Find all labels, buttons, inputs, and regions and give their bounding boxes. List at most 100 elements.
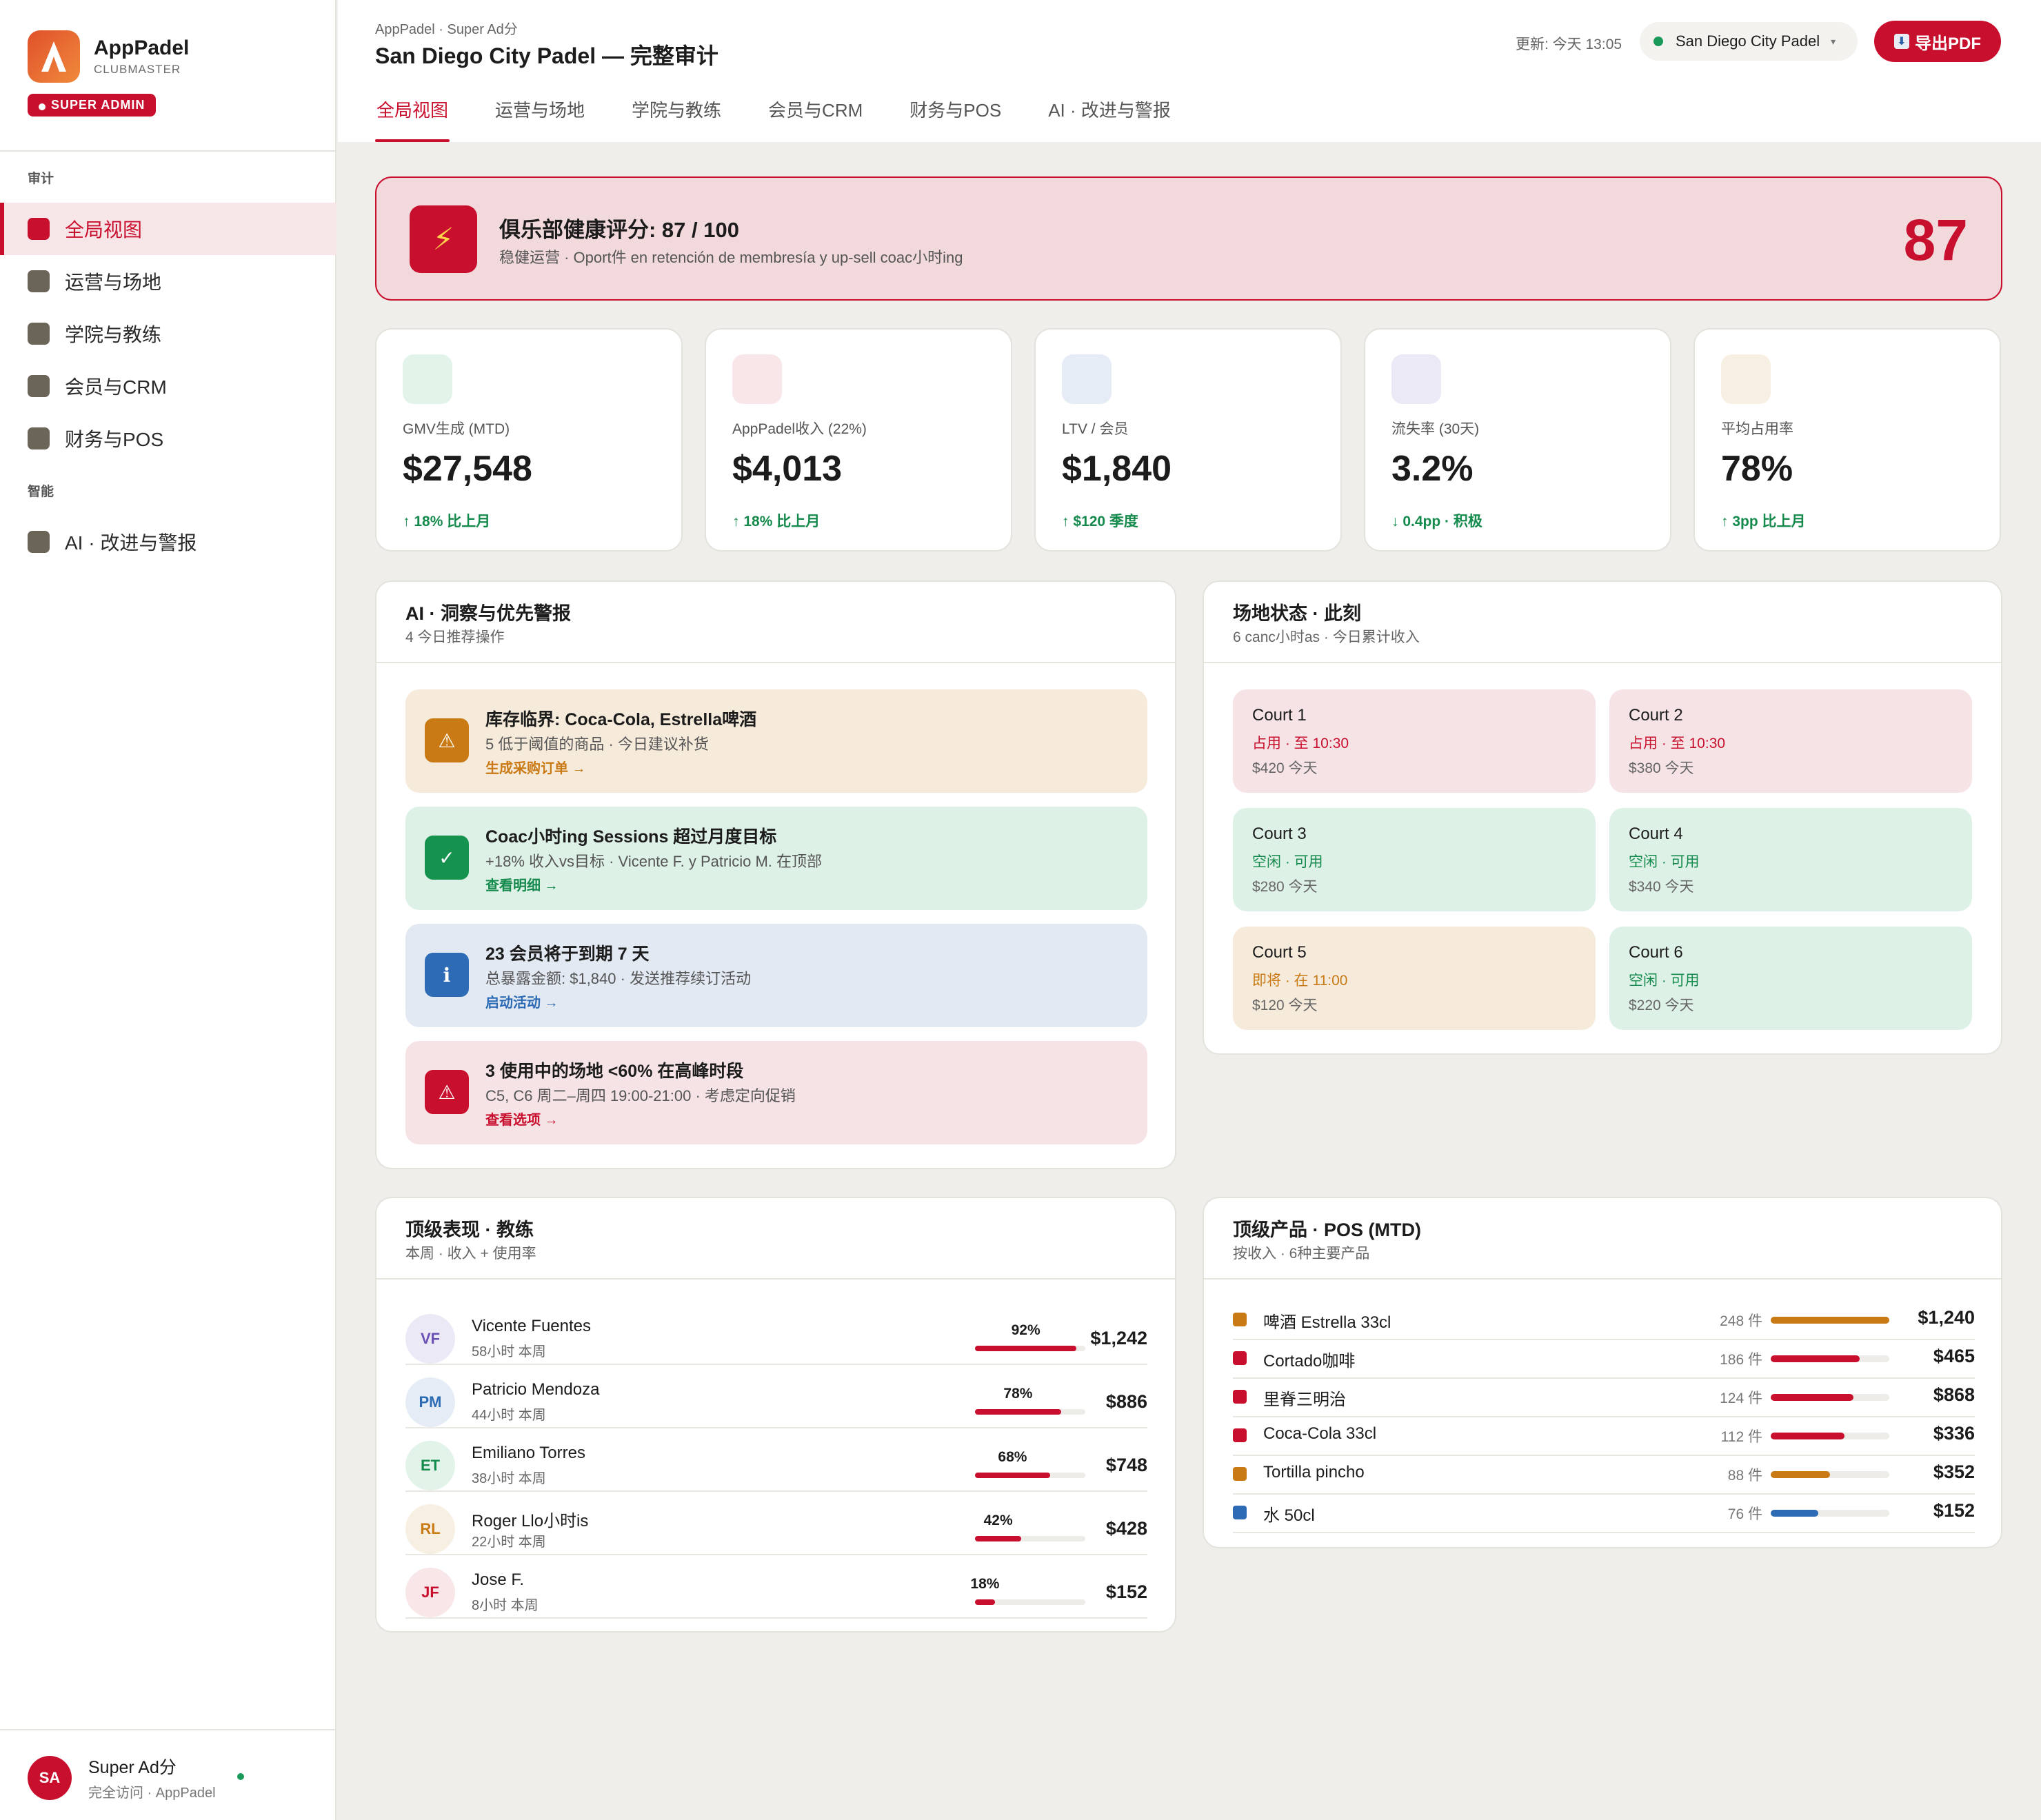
- avatar: RL: [405, 1504, 455, 1554]
- list-item[interactable]: Cortado咖啡 186 件 $465: [1233, 1340, 1975, 1379]
- kpi-delta: ↑ 3pp 比上月: [1721, 514, 1806, 529]
- court-name: Court 1: [1252, 706, 1307, 725]
- sidebar-item-ai[interactable]: AI · 改进与警报: [0, 516, 336, 568]
- coach-hours: 38小时 本周: [472, 1471, 546, 1486]
- court-revenue: $120 今天: [1252, 998, 1318, 1013]
- product-revenue: $465: [1933, 1346, 1975, 1366]
- product-name: 里脊三明治: [1263, 1391, 1346, 1409]
- court-tile[interactable]: Court 6 空闲 · 可用 $220 今天: [1609, 927, 1972, 1030]
- occupancy-icon: [1721, 354, 1771, 404]
- table-row[interactable]: JF Jose F. 8小时 本周 18% $152: [405, 1559, 1147, 1619]
- court-revenue: $220 今天: [1629, 998, 1694, 1013]
- utilization-bar: [975, 1346, 1085, 1351]
- kpi-card-churn: 流失率 (30天) 3.2% ↓ 0.4pp · 积极: [1364, 328, 1671, 552]
- utilization-bar: [975, 1536, 1085, 1541]
- sidebar-item-label: 运营与场地: [65, 272, 162, 293]
- kpi-card-occupancy: 平均占用率 78% ↑ 3pp 比上月: [1693, 328, 2001, 552]
- tab-operations[interactable]: 运营与场地: [495, 100, 585, 121]
- product-revenue-bar-fill: [1771, 1317, 1889, 1324]
- list-item[interactable]: 啤酒 Estrella 33cl 248 件 $1,240: [1233, 1302, 1975, 1340]
- avatar: ET: [405, 1441, 455, 1490]
- sidebar-item-members[interactable]: 会员与CRM: [0, 360, 336, 412]
- tab-academy[interactable]: 学院与教练: [632, 100, 722, 121]
- card-divider: [1204, 1278, 2001, 1280]
- product-revenue-bar-fill: [1771, 1355, 1860, 1362]
- utilization-bar-fill: [975, 1536, 1021, 1541]
- list-item[interactable]: Tortilla pincho 88 件 $352: [1233, 1456, 1975, 1495]
- tab-overview[interactable]: 全局视图: [375, 97, 450, 142]
- kpi-label: LTV / 会员: [1062, 421, 1129, 437]
- table-row[interactable]: ET Emiliano Torres 38小时 本周 68% $748: [405, 1433, 1147, 1492]
- table-row[interactable]: VF Vicente Fuentes 58小时 本周 92% $1,242: [405, 1306, 1147, 1365]
- card-title: 场地状态 · 此刻: [1233, 603, 1361, 624]
- export-label: 导出PDF: [1915, 34, 1981, 53]
- app-logo-icon: [28, 30, 80, 83]
- brand[interactable]: AppPadel CLUBMASTER: [28, 30, 189, 83]
- export-pdf-button[interactable]: ⬇ 导出PDF: [1874, 21, 2001, 62]
- product-revenue-bar: [1771, 1394, 1889, 1401]
- list-item[interactable]: 水 50cl 76 件 $152: [1233, 1495, 1975, 1533]
- court-tile[interactable]: Court 2 占用 · 至 10:30 $380 今天: [1609, 689, 1972, 793]
- alert-icon: ⚠: [425, 1070, 469, 1114]
- sidebar-item-label: 学院与教练: [65, 324, 162, 345]
- sidebar-section-ai: 智能: [28, 485, 54, 499]
- alert-item[interactable]: ℹ 23 会员将于到期 7 天总暴露金额: $1,840 · 发送推荐续订活动 启动…: [405, 924, 1147, 1027]
- category-dot-icon: [1233, 1428, 1247, 1442]
- alert-action-link[interactable]: 生成采购订单 →: [485, 761, 586, 776]
- alert-action-link[interactable]: 启动活动 →: [485, 995, 559, 1011]
- sidebar-item-overview[interactable]: 全局视图: [0, 203, 336, 255]
- product-units: 186 件: [1720, 1352, 1762, 1368]
- sidebar-item-label: AI · 改进与警报: [65, 532, 197, 554]
- alert-item[interactable]: ✓ Coac小时ing Sessions 超过月度目标 +18% 收入vs目标 · …: [405, 807, 1147, 910]
- overview-icon: [28, 218, 50, 240]
- coach-hours: 44小时 本周: [472, 1408, 546, 1423]
- product-revenue-bar-fill: [1771, 1510, 1818, 1517]
- court-status: 空闲 · 可用: [1629, 973, 1700, 989]
- health-title: 俱乐部健康评分: 87 / 100: [499, 218, 739, 242]
- category-dot-icon: [1233, 1351, 1247, 1365]
- tab-members[interactable]: 会员与CRM: [768, 100, 863, 121]
- alert-title: 库存临界: Coca-Cola, Estrella啤酒: [485, 710, 757, 729]
- club-selector[interactable]: San Diego City Padel ▾: [1640, 22, 1858, 61]
- court-tile[interactable]: Court 4 空闲 · 可用 $340 今天: [1609, 808, 1972, 911]
- kpi-card-gmv: GMV生成 (MTD) $27,548 ↑ 18% 比上月: [375, 328, 683, 552]
- product-revenue-bar: [1771, 1471, 1889, 1478]
- alert-action-link[interactable]: 查看选项 →: [485, 1113, 559, 1128]
- tab-ai[interactable]: AI · 改进与警报: [1048, 100, 1171, 121]
- alert-title: Coac小时ing Sessions 超过月度目标: [485, 827, 777, 847]
- user-profile[interactable]: SA Super Ad分 完全访问 · AppPadel: [28, 1754, 244, 1801]
- brand-name: AppPadel: [94, 37, 190, 59]
- product-revenue-bar: [1771, 1355, 1889, 1362]
- alert-item[interactable]: ⚠ 3 使用中的场地 <60% 在高峰时段 C5, C6 周二–周四 19:00-2…: [405, 1041, 1147, 1144]
- list-item[interactable]: Coca-Cola 33cl 112 件 $336: [1233, 1417, 1975, 1456]
- court-tile[interactable]: Court 1 占用 · 至 10:30 $420 今天: [1233, 689, 1596, 793]
- alert-description: 总暴露金额: $1,840 · 发送推荐续订活动: [485, 970, 752, 987]
- kpi-delta: ↑ 18% 比上月: [403, 514, 491, 529]
- court-tile[interactable]: Court 5 即将 · 在 11:00 $120 今天: [1233, 927, 1596, 1030]
- alert-action-link[interactable]: 查看明细 →: [485, 878, 559, 893]
- info-icon: ℹ: [425, 953, 469, 997]
- table-row[interactable]: PM Patricio Mendoza 44小时 本周 78% $886: [405, 1369, 1147, 1428]
- tab-finance[interactable]: 财务与POS: [909, 100, 1002, 121]
- sidebar-item-finance[interactable]: 财务与POS: [0, 412, 336, 465]
- sidebar-item-operations[interactable]: 运营与场地: [0, 255, 336, 307]
- utilization-bar-fill: [975, 1409, 1061, 1415]
- alert-title: 3 使用中的场地 <60% 在高峰时段: [485, 1062, 744, 1081]
- gmv-icon: [403, 354, 452, 404]
- product-revenue-bar: [1771, 1510, 1889, 1517]
- court-tile[interactable]: Court 3 空闲 · 可用 $280 今天: [1233, 808, 1596, 911]
- table-row[interactable]: RL Roger Llo小时is 22小时 本周 42% $428: [405, 1496, 1147, 1555]
- alert-item[interactable]: ⚠ 库存临界: Coca-Cola, Estrella啤酒 5 低于阈值的商品 · …: [405, 689, 1147, 793]
- lightning-icon: ⚡: [410, 205, 477, 273]
- warning-icon: ⚠: [425, 718, 469, 762]
- coach-revenue: $1,242: [1090, 1328, 1147, 1348]
- utilization-percent: 42%: [983, 1513, 1013, 1528]
- category-dot-icon: [1233, 1506, 1247, 1519]
- product-units: 76 件: [1727, 1506, 1762, 1522]
- alert-description: C5, C6 周二–周四 19:00-21:00 · 考虑定向促销: [485, 1087, 796, 1104]
- brand-subtitle: CLUBMASTER: [94, 63, 181, 76]
- card-subtitle: 按收入 · 6种主要产品: [1233, 1246, 1370, 1262]
- sidebar-item-academy[interactable]: 学院与教练: [0, 307, 336, 360]
- ai-icon: [28, 531, 50, 553]
- list-item[interactable]: 里脊三明治 124 件 $868: [1233, 1379, 1975, 1417]
